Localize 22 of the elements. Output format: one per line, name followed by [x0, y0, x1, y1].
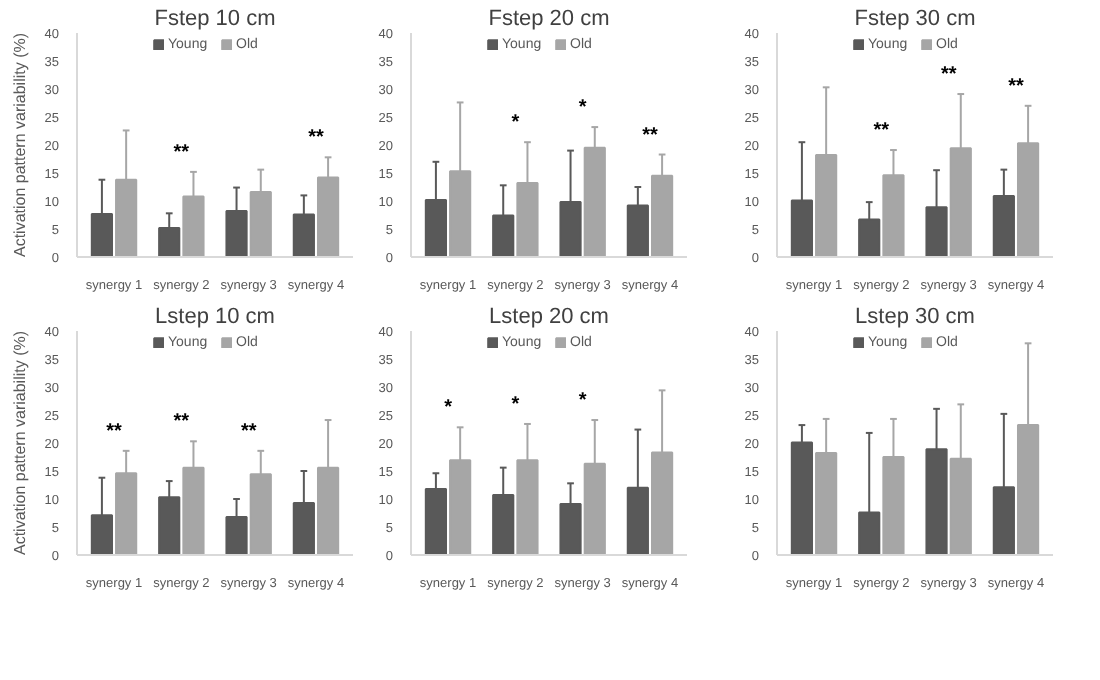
annotation: ** [173, 141, 190, 164]
annotation: ** [106, 420, 123, 443]
y-axis-title: Activation pattern variability (%) [10, 330, 29, 556]
chart-title: Lstep 20 cm [489, 305, 609, 329]
annotation: ** [173, 411, 190, 434]
annotation: ** [308, 127, 324, 150]
chart-title: Fstep 30 cm [854, 7, 976, 31]
annotation: ** [940, 64, 957, 87]
annotation: ** [1008, 75, 1024, 98]
annotation: ** [642, 124, 658, 147]
annotation: * [511, 393, 520, 416]
annotation: ** [240, 420, 257, 443]
chart-title: Fstep 20 cm [488, 7, 610, 31]
chart-title: Fstep 10 cm [154, 7, 276, 31]
y-axis-title: Activation pattern variability (%) [10, 32, 29, 258]
annotation: * [511, 112, 520, 135]
annotation: * [444, 397, 453, 420]
chart-title: Lstep 10 cm [155, 305, 275, 329]
chart-title: Lstep 30 cm [855, 305, 975, 329]
annotation: * [578, 390, 587, 413]
annotation: ** [873, 120, 890, 143]
annotation: * [578, 97, 587, 120]
